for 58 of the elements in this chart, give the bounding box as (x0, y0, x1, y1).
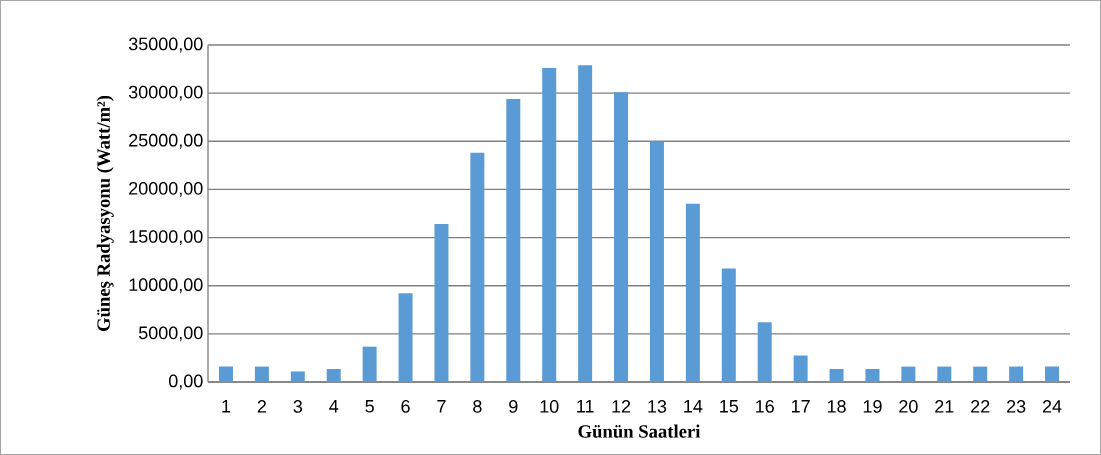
x-tick-label: 16 (756, 400, 774, 413)
x-tick-label: 8 (473, 400, 482, 413)
bar (721, 268, 736, 382)
bar (398, 293, 413, 382)
bar (614, 92, 629, 382)
x-tick-label: 22 (971, 400, 990, 413)
x-tick-label: 15 (720, 400, 739, 413)
y-tick-label: 5000,00 (138, 326, 203, 342)
y-tick-label: 30000,00 (128, 85, 203, 101)
bar (793, 355, 808, 382)
bar (218, 366, 233, 382)
x-tick-label: 4 (329, 400, 339, 413)
y-tick-label: 10000,00 (129, 278, 203, 294)
bar (470, 152, 485, 382)
x-tick-label: 2 (257, 400, 266, 413)
x-tick-label: 5 (365, 400, 374, 413)
y-tick-label: 0,00 (168, 374, 203, 390)
bar (937, 366, 952, 382)
y-tick-label: 20000,00 (129, 182, 203, 197)
bar (973, 366, 988, 382)
y-tick-label: 25000,00 (129, 133, 203, 149)
bar (901, 366, 916, 382)
bar (254, 366, 269, 382)
bar (1009, 366, 1024, 382)
bar (1045, 366, 1060, 382)
bar (829, 369, 844, 382)
x-tick-label: 6 (401, 400, 410, 413)
bar (362, 346, 377, 382)
x-tick-label: 20 (899, 400, 918, 413)
bar (649, 141, 664, 382)
bar (290, 371, 305, 382)
x-tick-label: 9 (509, 400, 518, 413)
bar (326, 369, 341, 382)
x-tick-label: 11 (577, 400, 594, 413)
x-tick-label: 13 (648, 400, 667, 413)
x-tick-label: 14 (684, 400, 703, 413)
x-tick-label: 24 (1042, 400, 1062, 413)
x-tick-label: 21 (935, 400, 954, 413)
x-tick-label: 23 (1007, 400, 1026, 413)
x-tick-label: 1 (222, 400, 231, 413)
x-tick-label: 7 (437, 400, 446, 413)
x-tick-label: 17 (791, 400, 810, 413)
x-tick-label: 10 (540, 400, 559, 413)
x-tick-label: 19 (863, 400, 882, 413)
x-tick-label: 12 (612, 400, 631, 413)
y-tick-label: 15000,00 (129, 230, 203, 246)
x-tick-label: 3 (293, 400, 303, 413)
y-tick-label: 35000,00 (128, 37, 203, 53)
bar (685, 203, 700, 382)
bar (578, 65, 593, 382)
bar (506, 98, 521, 382)
y-axis-title: Güneş Radyasyonu (Watt/m²) (96, 95, 114, 332)
x-tick-label: 18 (827, 400, 846, 413)
bar (757, 322, 772, 382)
bar (865, 369, 880, 382)
bar (434, 224, 449, 382)
x-axis-title: Günün Saatleri (578, 424, 701, 438)
bar (542, 68, 557, 382)
